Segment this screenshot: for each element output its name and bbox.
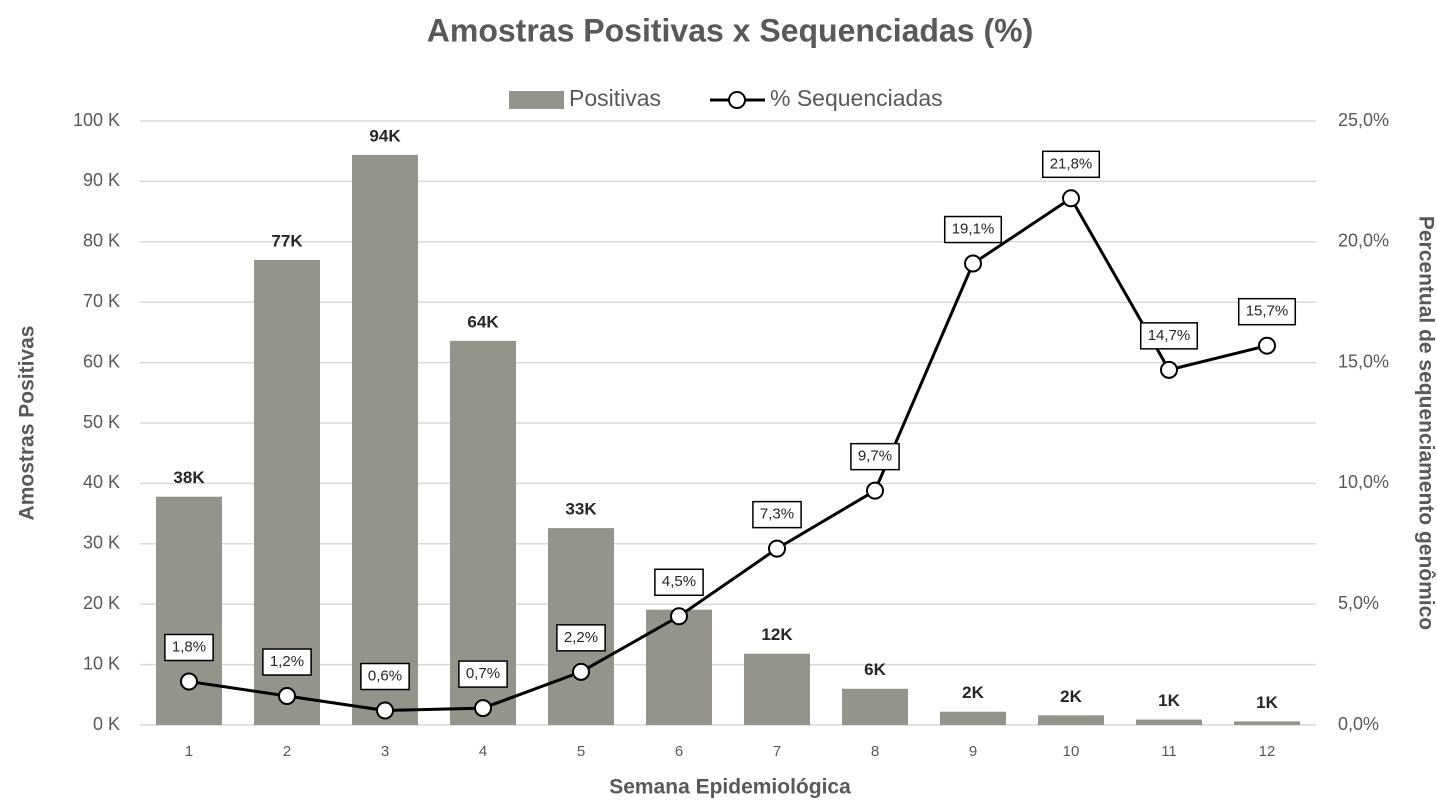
marker xyxy=(180,672,198,691)
data-label-box xyxy=(1237,297,1297,326)
y-tick-label: 0 K xyxy=(93,714,120,734)
bar-label: 2K xyxy=(962,683,984,702)
bar-label: 64K xyxy=(467,312,499,331)
y-tick-label: 20 K xyxy=(83,593,120,613)
legend-label: Positivas xyxy=(569,85,661,111)
data-label: 1,8% xyxy=(172,638,206,655)
marker xyxy=(572,662,590,681)
marker xyxy=(1062,189,1080,208)
bar-label: 12K xyxy=(761,625,793,644)
x-tick-label: 4 xyxy=(479,743,487,760)
y2-tick-label: 25,0% xyxy=(1338,110,1389,130)
bar-label: 33K xyxy=(565,500,597,519)
y-tick-label: 100 K xyxy=(73,110,120,130)
bar-label: 1K xyxy=(1158,691,1180,710)
bar xyxy=(842,688,908,725)
data-label-box xyxy=(1041,150,1101,179)
data-label: 4,5% xyxy=(662,573,696,590)
y2-tick-label: 20,0% xyxy=(1338,231,1389,251)
data-label: 2,2% xyxy=(564,629,598,646)
bar-label: 38K xyxy=(173,468,205,487)
data-label: 7,3% xyxy=(760,506,794,523)
y-tick-label: 80 K xyxy=(83,231,120,251)
data-label: 15,7% xyxy=(1246,303,1289,320)
y-tick-label: 60 K xyxy=(83,351,120,371)
legend-marker xyxy=(728,91,746,109)
bar xyxy=(352,154,418,726)
legend-swatch xyxy=(509,91,564,109)
bar-label: 77K xyxy=(271,231,303,250)
y-tick-label: 30 K xyxy=(83,533,120,553)
line xyxy=(188,196,1268,713)
x-tick-label: 10 xyxy=(1063,743,1080,760)
bar xyxy=(940,711,1006,725)
marker xyxy=(964,254,982,273)
data-label: 9,7% xyxy=(858,448,892,465)
data-label-box xyxy=(654,568,704,597)
x-tick-label: 1 xyxy=(185,743,193,760)
bar xyxy=(1038,715,1104,725)
marker xyxy=(670,607,688,626)
data-label: 21,8% xyxy=(1050,155,1093,172)
data-label-box xyxy=(360,662,410,691)
y-tick-label: 70 K xyxy=(83,291,120,311)
data-label-box xyxy=(262,648,312,676)
y2-tick-label: 10,0% xyxy=(1338,472,1389,492)
data-label: 14,7% xyxy=(1148,327,1191,344)
data-label-box xyxy=(850,442,900,471)
data-label: 0,7% xyxy=(466,665,500,682)
y2-tick-label: 0,0% xyxy=(1338,714,1379,734)
data-label: 1,2% xyxy=(270,653,304,670)
data-label-box xyxy=(1139,322,1199,350)
data-label-box xyxy=(752,500,802,529)
marker xyxy=(866,481,884,500)
bar xyxy=(744,653,810,725)
data-label-box xyxy=(458,660,508,688)
marker xyxy=(474,699,492,718)
bar-label: 6K xyxy=(864,660,886,679)
y-axis-label: Amostras Positivas xyxy=(16,326,39,521)
data-label: 19,1% xyxy=(952,221,995,238)
x-axis-label: Semana Epidemiológica xyxy=(609,776,851,799)
marker xyxy=(278,687,296,706)
bar xyxy=(646,609,712,725)
x-tick-label: 6 xyxy=(675,743,683,760)
bar-label: 2K xyxy=(1060,687,1082,706)
data-label-box xyxy=(556,624,606,652)
x-tick-label: 3 xyxy=(381,743,389,760)
x-tick-label: 5 xyxy=(577,743,585,760)
chart-title: Amostras Positivas x Sequenciadas (%) xyxy=(427,12,1033,48)
y2-tick-label: 15,0% xyxy=(1338,351,1389,371)
legend-label: % Sequenciadas xyxy=(770,85,943,111)
marker xyxy=(376,701,394,720)
data-label: 0,6% xyxy=(368,667,402,684)
data-label-box xyxy=(943,215,1003,244)
bar xyxy=(1136,719,1202,725)
y-tick-label: 10 K xyxy=(83,653,120,673)
bar-label: 94K xyxy=(369,126,401,145)
marker xyxy=(768,539,786,558)
y-tick-label: 40 K xyxy=(83,472,120,492)
x-tick-label: 2 xyxy=(283,743,291,760)
x-tick-label: 8 xyxy=(871,743,879,760)
marker xyxy=(1258,336,1276,355)
y-tick-label: 90 K xyxy=(83,170,120,190)
marker xyxy=(1160,360,1178,379)
x-tick-label: 7 xyxy=(773,743,781,760)
data-label-box xyxy=(164,633,214,662)
bar xyxy=(254,259,320,725)
y-tick-label: 50 K xyxy=(83,412,120,432)
x-tick-label: 12 xyxy=(1259,743,1276,760)
bar xyxy=(156,496,222,725)
y2-tick-label: 5,0% xyxy=(1338,593,1379,613)
y2-axis-label: Percentual de sequenciamento genômico xyxy=(1414,216,1437,630)
x-tick-label: 11 xyxy=(1161,743,1177,760)
x-tick-label: 9 xyxy=(969,743,977,760)
bar xyxy=(1234,721,1300,725)
bar-label: 1K xyxy=(1256,693,1278,712)
